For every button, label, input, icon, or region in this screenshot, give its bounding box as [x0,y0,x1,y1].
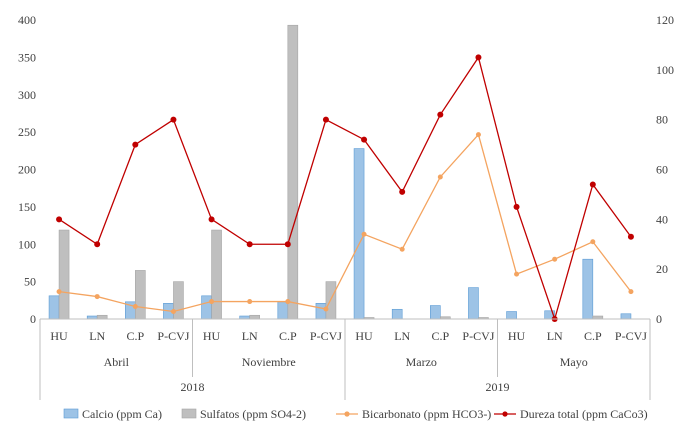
legend-swatch-marker [344,411,350,417]
category-label: LN [547,329,563,343]
dureza-point [437,111,444,118]
dureza-line [58,55,632,322]
month-group-label: Marzo [406,355,437,369]
dureza-point [475,54,482,61]
bicarbonato-point [361,231,367,237]
bicarbonato-point [475,132,481,138]
left-axis-tick: 50 [24,275,36,289]
category-label: C.P [584,329,602,343]
category-label: LN [242,329,258,343]
legend-swatch-bar [181,408,197,419]
sulfatos-bar [249,314,260,320]
sulfatos-bar [135,270,146,320]
calcio-bar [506,311,517,320]
left-axis-tick: 350 [18,50,36,64]
dureza-point [361,136,368,143]
left-axis-tick: 400 [18,13,36,27]
right-axis-tick: 120 [656,13,674,27]
right-axis-tick: 40 [656,212,668,226]
year-group-label: 2019 [486,380,510,394]
left-axis-tick: 250 [18,125,36,139]
legend-swatch-bar [63,408,79,419]
left-axis-tick: 150 [18,200,36,214]
bicarbonato-point [628,289,634,295]
bicarbonato-point [437,174,443,180]
bicarbonato-point [209,299,215,305]
legend-label: Bicarbonato (ppm HCO3-) [362,407,491,421]
legend-swatch-marker [502,411,508,417]
dureza-point [399,188,406,195]
bicarbonato-point [399,246,405,252]
category-label: C.P [126,329,144,343]
dureza-point [589,181,596,188]
dureza-point [132,141,139,148]
dureza-point [322,116,329,123]
bicarbonato-point [94,294,100,300]
bicarbonato-line [58,133,632,313]
category-label: HU [203,329,221,343]
left-axis-tick: 200 [18,163,36,177]
bicarbonato-point [56,289,62,295]
category-label: P-CVJ [615,329,647,343]
bicarbonato-point [132,304,138,310]
category-label: LN [394,329,410,343]
bicarbonato-point [514,271,520,277]
dureza-point [513,203,520,210]
legend-label: Calcio (ppm Ca) [82,407,162,421]
calcio-bar [201,295,212,320]
category-label: HU [50,329,68,343]
bicarbonato-point [590,239,596,245]
bicarbonato-point [170,309,176,315]
month-group-label: Noviembre [242,355,296,369]
sulfatos-bar [211,229,222,320]
month-group-label: Abril [104,355,130,369]
calcio-bar [468,287,479,320]
bicarbonato-point [323,306,329,312]
right-axis-tick: 60 [656,163,668,177]
right-axis-tick: 20 [656,262,668,276]
calcio-bar [277,301,289,320]
sulfatos-bar [96,314,108,320]
bicarbonato-point [285,299,291,305]
category-label: HU [355,329,373,343]
dureza-point [56,216,63,223]
right-axis-tick: 100 [656,63,674,77]
category-label: HU [508,329,526,343]
dureza-point [208,216,215,223]
sulfatos-bar [58,229,70,320]
category-label: P-CVJ [157,329,189,343]
category-label: LN [89,329,105,343]
calcio-bar [391,308,403,320]
category-label: P-CVJ [310,329,342,343]
category-label: P-CVJ [462,329,494,343]
sulfatos-bar [287,24,299,320]
right-axis-tick: 80 [656,113,668,127]
dureza-point [627,233,634,240]
left-axis-tick: 0 [30,312,36,326]
calcio-bar [430,305,441,320]
month-group-label: Mayo [560,355,588,369]
calcio-bar [620,313,632,320]
calcio-bar [315,303,327,320]
year-group-label: 2018 [181,380,205,394]
legend-label: Sulfatos (ppm SO4-2) [200,407,306,421]
category-label: C.P [279,329,297,343]
dureza-point [170,116,177,123]
bicarbonato-point [552,256,558,262]
right-axis-tick: 0 [656,312,662,326]
left-axis-tick: 300 [18,88,36,102]
calcio-bar [582,258,594,320]
calcio-bar [48,295,60,320]
dureza-point [246,241,253,248]
bicarbonato-point [247,299,253,305]
left-axis-tick: 100 [18,237,36,251]
category-label: C.P [431,329,449,343]
legend-label: Dureza total (ppm CaCo3) [520,407,648,421]
dureza-point [94,241,101,248]
dureza-point [284,241,291,248]
